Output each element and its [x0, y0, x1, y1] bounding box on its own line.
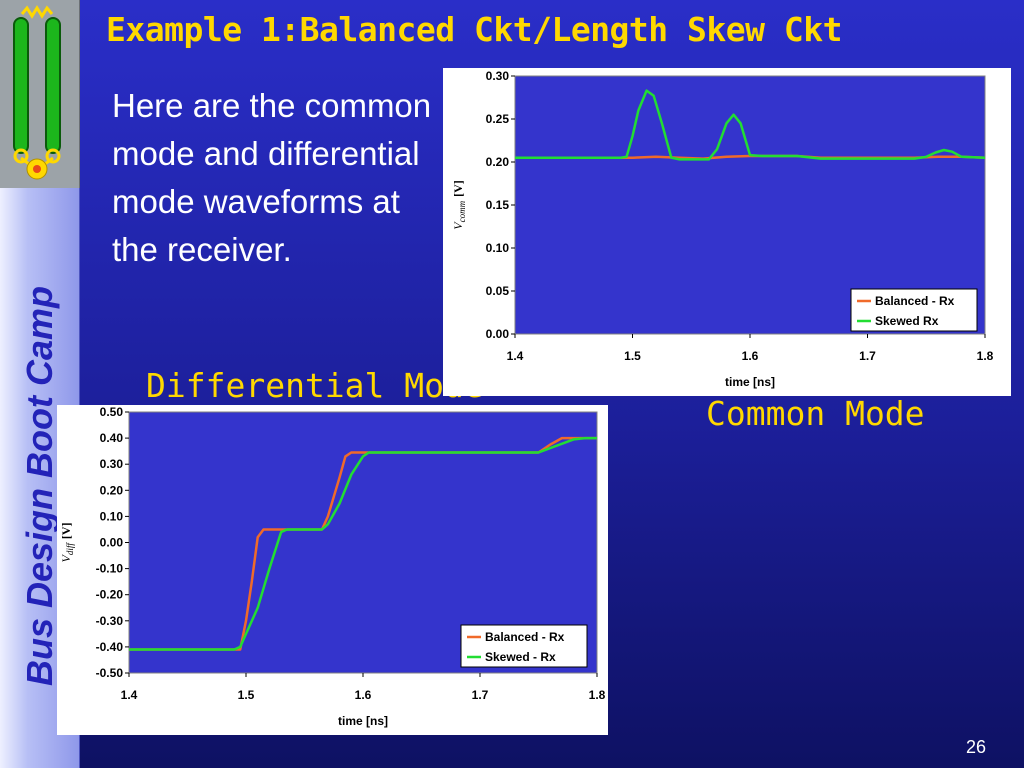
legend-entry: Balanced - Rx — [875, 294, 955, 308]
y-axis-unit: [V] — [451, 180, 465, 197]
y-tick-label: -0.10 — [96, 562, 124, 576]
x-tick-label: 1.8 — [589, 688, 606, 702]
x-tick-label: 1.8 — [977, 349, 994, 363]
y-axis-unit: [V] — [59, 522, 73, 539]
x-tick-label: 1.7 — [859, 349, 876, 363]
legend-entry: Skewed Rx — [875, 314, 939, 328]
x-tick-label: 1.4 — [507, 349, 524, 363]
y-tick-label: 0.00 — [100, 536, 124, 550]
y-axis-symbol: V — [451, 221, 465, 230]
body-text: Here are the common mode and differentia… — [112, 87, 432, 268]
x-tick-label: 1.4 — [121, 688, 138, 702]
x-tick-label: 1.5 — [624, 349, 641, 363]
y-tick-label: 0.10 — [486, 241, 510, 255]
y-tick-label: -0.30 — [96, 614, 124, 628]
y-axis-symbol: V — [59, 554, 73, 563]
caption-differential-mode: Differential Mode — [146, 366, 484, 405]
y-axis-title: Vdiff [V] — [59, 522, 75, 562]
page-number: 26 — [966, 737, 987, 757]
legend-entry: Skewed - Rx — [485, 650, 556, 664]
series-line-skewed — [129, 436, 597, 651]
series-line-skewed — [515, 89, 986, 161]
y-tick-label: 0.25 — [486, 112, 510, 126]
y-tick-label: 0.05 — [486, 284, 510, 298]
x-axis-title: time [ns] — [725, 375, 775, 389]
legend — [850, 288, 978, 332]
series-line-balanced — [129, 436, 597, 651]
legend — [460, 624, 588, 668]
x-tick-label: 1.6 — [742, 349, 759, 363]
y-tick-label: 0.50 — [100, 405, 124, 419]
logo-panel — [0, 0, 80, 188]
caption-common-mode: Common Mode — [706, 394, 925, 433]
slide-title: Example 1:Balanced Ckt/Length Skew Ckt — [106, 10, 842, 49]
y-tick-label: -0.20 — [96, 588, 124, 602]
y-tick-label: -0.50 — [96, 666, 124, 680]
y-tick-label: -0.40 — [96, 640, 124, 654]
y-axis-subscript: comm — [457, 200, 467, 222]
y-axis-title: Vcomm [V] — [451, 180, 467, 230]
legend-entry: Balanced - Rx — [485, 630, 565, 644]
common-mode-chart: 0.00 0.05 0.10 0.15 0.20 0.25 0.30 1.4 1.5 1.6 1.7… — [451, 69, 994, 389]
y-tick-label: 0.40 — [100, 431, 124, 445]
y-axis-title-text: Vcomm [V] — [451, 180, 467, 230]
resistor-logo-icon — [13, 5, 61, 180]
x-tick-label: 1.7 — [472, 688, 489, 702]
y-tick-label: 0.00 — [486, 327, 510, 341]
x-tick-label: 1.5 — [238, 688, 255, 702]
y-tick-label: 0.30 — [486, 69, 510, 83]
x-axis-title: time [ns] — [338, 714, 388, 728]
y-tick-label: 0.10 — [100, 509, 124, 523]
x-tick-label: 1.6 — [355, 688, 372, 702]
y-axis-title-text: Vdiff [V] — [59, 522, 75, 562]
y-tick-label: 0.20 — [486, 155, 510, 169]
y-tick-label: 0.20 — [100, 483, 124, 497]
y-tick-label: 0.30 — [100, 457, 124, 471]
y-tick-label: 0.15 — [486, 198, 510, 212]
y-axis-subscript: diff — [65, 542, 75, 556]
